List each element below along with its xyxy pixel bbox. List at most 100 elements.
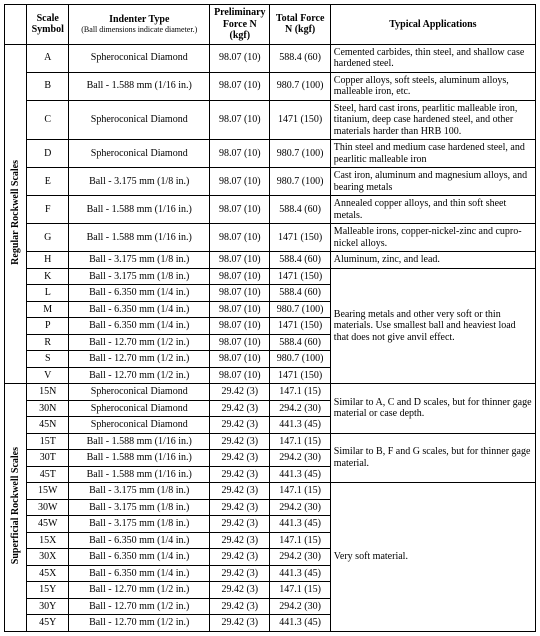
- scale-symbol: 30W: [27, 499, 69, 516]
- scale-symbol: 30N: [27, 400, 69, 417]
- header-prelim: Preliminary Force N (kgf): [210, 5, 270, 45]
- scale-symbol: 15X: [27, 532, 69, 549]
- preliminary-force: 29.42 (3): [210, 549, 270, 566]
- indenter-type: Ball - 12.70 mm (1/2 in.): [69, 367, 210, 384]
- preliminary-force: 98.07 (10): [210, 301, 270, 318]
- indenter-type: Ball - 12.70 mm (1/2 in.): [69, 615, 210, 632]
- total-force: 980.7 (100): [270, 140, 330, 168]
- scale-symbol: R: [27, 334, 69, 351]
- preliminary-force: 29.42 (3): [210, 450, 270, 467]
- preliminary-force: 29.42 (3): [210, 582, 270, 599]
- preliminary-force: 98.07 (10): [210, 140, 270, 168]
- total-force: 1471 (150): [270, 367, 330, 384]
- preliminary-force: 29.42 (3): [210, 516, 270, 533]
- typical-application: Very soft material.: [330, 483, 535, 632]
- table-row: Regular Rockwell ScalesASpheroconical Di…: [5, 44, 536, 72]
- total-force: 294.2 (30): [270, 450, 330, 467]
- preliminary-force: 29.42 (3): [210, 598, 270, 615]
- preliminary-force: 98.07 (10): [210, 285, 270, 302]
- rockwell-scales-table-page: Scale Symbol Indenter Type (Ball dimensi…: [0, 0, 540, 636]
- header-row: Scale Symbol Indenter Type (Ball dimensi…: [5, 5, 536, 45]
- indenter-type: Ball - 1.588 mm (1/16 in.): [69, 72, 210, 100]
- preliminary-force: 29.42 (3): [210, 615, 270, 632]
- preliminary-force: 98.07 (10): [210, 100, 270, 140]
- preliminary-force: 98.07 (10): [210, 367, 270, 384]
- total-force: 294.2 (30): [270, 499, 330, 516]
- scale-symbol: D: [27, 140, 69, 168]
- preliminary-force: 29.42 (3): [210, 466, 270, 483]
- typical-application: Cemented carbides, thin steel, and shall…: [330, 44, 535, 72]
- indenter-type: Spheroconical Diamond: [69, 140, 210, 168]
- total-force: 980.7 (100): [270, 301, 330, 318]
- indenter-type: Ball - 12.70 mm (1/2 in.): [69, 598, 210, 615]
- typical-application: Aluminum, zinc, and lead.: [330, 252, 535, 269]
- preliminary-force: 29.42 (3): [210, 384, 270, 401]
- total-force: 1471 (150): [270, 318, 330, 335]
- indenter-type: Ball - 6.350 mm (1/4 in.): [69, 565, 210, 582]
- total-force: 147.1 (15): [270, 384, 330, 401]
- total-force: 1471 (150): [270, 100, 330, 140]
- indenter-type: Ball - 3.175 mm (1/8 in.): [69, 499, 210, 516]
- typical-application: Cast iron, aluminum and magnesium alloys…: [330, 168, 535, 196]
- preliminary-force: 29.42 (3): [210, 499, 270, 516]
- typical-application: Similar to B, F and G scales, but for th…: [330, 433, 535, 483]
- total-force: 147.1 (15): [270, 483, 330, 500]
- preliminary-force: 98.07 (10): [210, 268, 270, 285]
- table-row: CSpheroconical Diamond98.07 (10)1471 (15…: [5, 100, 536, 140]
- scale-symbol: E: [27, 168, 69, 196]
- table-row: BBall - 1.588 mm (1/16 in.)98.07 (10)980…: [5, 72, 536, 100]
- total-force: 588.4 (60): [270, 44, 330, 72]
- indenter-type: Ball - 1.588 mm (1/16 in.): [69, 224, 210, 252]
- total-force: 980.7 (100): [270, 168, 330, 196]
- preliminary-force: 98.07 (10): [210, 334, 270, 351]
- preliminary-force: 98.07 (10): [210, 318, 270, 335]
- total-force: 441.3 (45): [270, 466, 330, 483]
- indenter-type: Ball - 6.350 mm (1/4 in.): [69, 301, 210, 318]
- preliminary-force: 29.42 (3): [210, 417, 270, 434]
- typical-application: Annealed copper alloys, and thin soft sh…: [330, 196, 535, 224]
- scale-symbol: 45Y: [27, 615, 69, 632]
- table-row: 15WBall - 3.175 mm (1/8 in.)29.42 (3)147…: [5, 483, 536, 500]
- total-force: 294.2 (30): [270, 549, 330, 566]
- group-label-text: Superficial Rockwell Scales: [10, 447, 22, 564]
- indenter-type: Ball - 3.175 mm (1/8 in.): [69, 252, 210, 269]
- indenter-type: Ball - 12.70 mm (1/2 in.): [69, 582, 210, 599]
- total-force: 294.2 (30): [270, 400, 330, 417]
- indenter-type: Spheroconical Diamond: [69, 384, 210, 401]
- table-row: FBall - 1.588 mm (1/16 in.)98.07 (10)588…: [5, 196, 536, 224]
- indenter-type: Spheroconical Diamond: [69, 100, 210, 140]
- scale-symbol: 45X: [27, 565, 69, 582]
- total-force: 980.7 (100): [270, 72, 330, 100]
- scale-symbol: K: [27, 268, 69, 285]
- indenter-type: Ball - 1.588 mm (1/16 in.): [69, 450, 210, 467]
- indenter-type: Ball - 6.350 mm (1/4 in.): [69, 285, 210, 302]
- scale-symbol: 15Y: [27, 582, 69, 599]
- typical-application: Copper alloys, soft steels, aluminum all…: [330, 72, 535, 100]
- preliminary-force: 98.07 (10): [210, 168, 270, 196]
- scale-symbol: 45W: [27, 516, 69, 533]
- scale-symbol: P: [27, 318, 69, 335]
- scale-symbol: H: [27, 252, 69, 269]
- table-row: GBall - 1.588 mm (1/16 in.)98.07 (10)147…: [5, 224, 536, 252]
- scale-symbol: L: [27, 285, 69, 302]
- scale-symbol: M: [27, 301, 69, 318]
- total-force: 441.3 (45): [270, 417, 330, 434]
- total-force: 441.3 (45): [270, 516, 330, 533]
- scale-symbol: V: [27, 367, 69, 384]
- header-group: [5, 5, 27, 45]
- header-indenter-sub: (Ball dimensions indicate diameter.): [72, 25, 206, 34]
- group-label-text: Regular Rockwell Scales: [10, 160, 22, 265]
- indenter-type: Spheroconical Diamond: [69, 400, 210, 417]
- table-row: DSpheroconical Diamond98.07 (10)980.7 (1…: [5, 140, 536, 168]
- preliminary-force: 29.42 (3): [210, 532, 270, 549]
- indenter-type: Ball - 3.175 mm (1/8 in.): [69, 483, 210, 500]
- total-force: 294.2 (30): [270, 598, 330, 615]
- preliminary-force: 98.07 (10): [210, 224, 270, 252]
- preliminary-force: 29.42 (3): [210, 483, 270, 500]
- scale-symbol: 45N: [27, 417, 69, 434]
- scale-symbol: 15W: [27, 483, 69, 500]
- scale-symbol: 30X: [27, 549, 69, 566]
- group-label: Superficial Rockwell Scales: [5, 384, 27, 632]
- scale-symbol: 15N: [27, 384, 69, 401]
- total-force: 980.7 (100): [270, 351, 330, 368]
